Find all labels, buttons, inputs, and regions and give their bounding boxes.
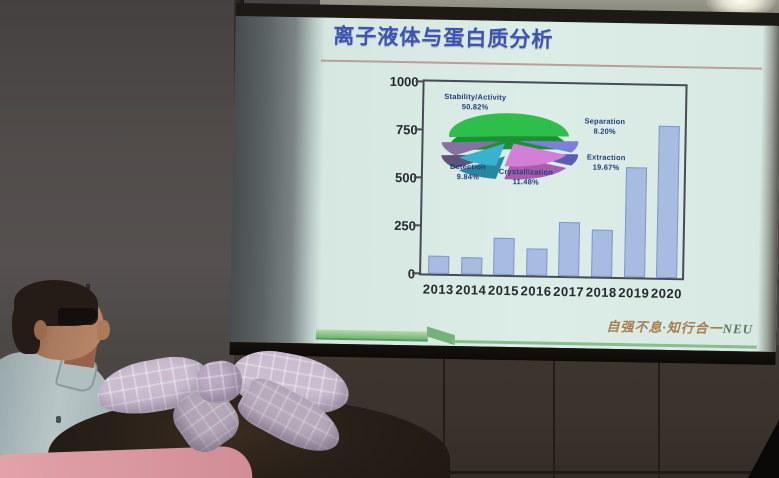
x-tick-label: 2017	[553, 283, 585, 300]
pie-label-pct: 9.84%	[456, 171, 480, 182]
x-tick-label: 2014	[455, 282, 487, 298]
bar-2019	[623, 166, 647, 278]
bar-2018	[591, 229, 613, 277]
presenter-glasses	[58, 308, 98, 325]
x-tick-label: 2015	[487, 282, 520, 299]
pie-label-pct: 50.82%	[461, 101, 489, 112]
y-tick-label: 250	[394, 217, 417, 234]
title-underline	[320, 59, 762, 70]
bar-2016	[525, 248, 548, 276]
presenter-shirt-logo	[56, 416, 61, 423]
bar-2020	[656, 126, 680, 279]
pie-label-stability-activity: Stability/Activity 50.82%	[420, 91, 530, 113]
wall-panel-seam	[553, 345, 555, 478]
university-motto: 自强不息·知行合一NEU	[606, 316, 753, 338]
wall-panel-seam	[443, 345, 445, 478]
motto-text: 自强不息·知行合一	[606, 318, 723, 336]
presenter-nose	[97, 320, 110, 340]
pie-label-extraction: Extraction 19.67%	[571, 152, 641, 173]
x-tick-label: 2019	[618, 285, 650, 301]
pie-label-pct: 8.20%	[593, 126, 616, 136]
y-tick-label: 750	[395, 121, 418, 138]
projection-screen: 离子液体与蛋白质分析 02505007501000 20132014201520…	[229, 3, 779, 365]
bar-2014	[460, 256, 482, 275]
x-tick-label: 2020	[650, 285, 683, 302]
motto-neu: NEU	[722, 320, 754, 337]
slide-footer-bar	[315, 329, 429, 342]
slide-footer-step	[426, 326, 455, 346]
presentation-slide: 离子液体与蛋白质分析 02505007501000 20132014201520…	[315, 18, 763, 352]
x-tick-label: 2018	[585, 284, 617, 301]
bar-2015	[493, 237, 515, 276]
x-tick-label: 2013	[422, 281, 454, 298]
pie-slice-separation	[518, 141, 579, 153]
y-tick-label: 500	[394, 169, 417, 186]
bar-2013	[428, 255, 450, 274]
wall-panel-seam	[234, 471, 779, 474]
pie-label-pct: 19.67%	[592, 162, 620, 172]
slide-title: 离子液体与蛋白质分析	[333, 24, 554, 52]
presenter-ear	[34, 320, 47, 340]
pie-label-separation: Separation 8.20%	[570, 116, 640, 137]
wall-panel-seam	[658, 345, 660, 478]
pie-label-detection: Detection 9.84%	[439, 162, 497, 183]
pie-chart	[441, 113, 579, 180]
y-tick-label: 1000	[389, 73, 419, 90]
screen-surface: 离子液体与蛋白质分析 02505007501000 20132014201520…	[229, 15, 779, 352]
y-tick-mark	[412, 224, 421, 227]
pie-slice-extraction	[504, 143, 567, 167]
y-tick-label: 0	[373, 266, 416, 281]
x-tick-label: 2016	[520, 283, 552, 299]
y-tick-mark	[412, 272, 421, 275]
bar-2017	[558, 222, 581, 277]
pie-slice-detection	[441, 141, 502, 156]
pie-slice-stability-activity	[449, 113, 570, 138]
pie-slice-crystallization	[459, 143, 506, 166]
